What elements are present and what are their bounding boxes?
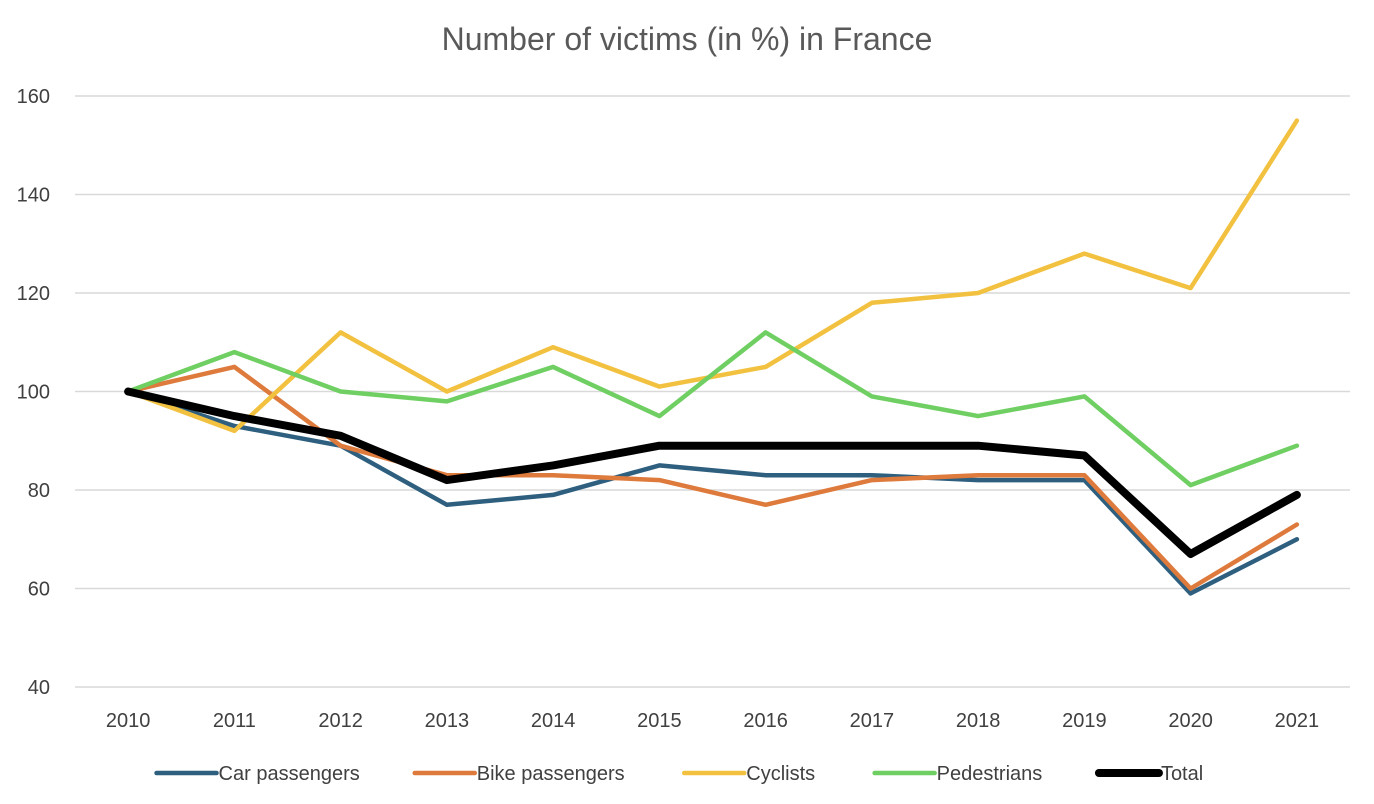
x-axis-ticks: 2010 2011 2012 2013 2014 2015 2016 2017 2018 2019… (106, 710, 1319, 732)
y-tick-label: 120 (17, 283, 50, 305)
x-tick-label: 2011 (213, 710, 256, 732)
legend-label: Cyclists (746, 763, 815, 785)
x-tick-label: 2012 (318, 710, 363, 732)
legend-label: Bike passengers (477, 763, 625, 785)
x-tick-label: 2021 (1275, 710, 1320, 732)
x-tick-label: 2020 (1168, 710, 1213, 732)
series-line-bike-passengers (125, 364, 1300, 591)
x-tick-label: 2019 (1062, 710, 1107, 732)
legend-item-total: Total (1094, 763, 1203, 785)
chart-title: Number of victims (in %) in France (442, 21, 933, 57)
series-line-pedestrians (125, 330, 1300, 488)
x-tick-label: 2018 (956, 710, 1001, 732)
legend-item-car-passengers: Car passengers (154, 763, 360, 785)
x-tick-label: 2015 (637, 710, 682, 732)
y-tick-label: 60 (28, 579, 50, 601)
legend-label: Car passengers (219, 763, 360, 785)
y-axis-ticks: 40 60 80 100 120 140 160 (17, 86, 50, 699)
legend-item-cyclists: Cyclists (682, 763, 815, 785)
legend-label: Total (1161, 763, 1203, 785)
y-tick-label: 140 (17, 185, 50, 207)
legend-item-pedestrians: Pedestrians (872, 763, 1043, 785)
x-tick-label: 2017 (850, 710, 895, 732)
series-line-cyclists (125, 118, 1300, 434)
y-tick-label: 40 (28, 677, 50, 699)
legend-item-bike-passengers: Bike passengers (412, 763, 625, 785)
x-tick-label: 2014 (531, 710, 576, 732)
y-tick-label: 100 (17, 382, 50, 404)
x-tick-label: 2013 (425, 710, 470, 732)
gridlines (75, 95, 1350, 688)
x-tick-label: 2010 (106, 710, 151, 732)
legend: Car passengers Bike passengers Cyclists Ped… (154, 763, 1203, 785)
legend-label: Pedestrians (937, 763, 1043, 785)
x-tick-label: 2016 (743, 710, 788, 732)
y-tick-label: 160 (17, 86, 50, 108)
y-tick-label: 80 (28, 480, 50, 502)
series-line-car-passengers (125, 389, 1300, 596)
series-line-total (124, 387, 1301, 558)
series-lines (124, 118, 1301, 596)
